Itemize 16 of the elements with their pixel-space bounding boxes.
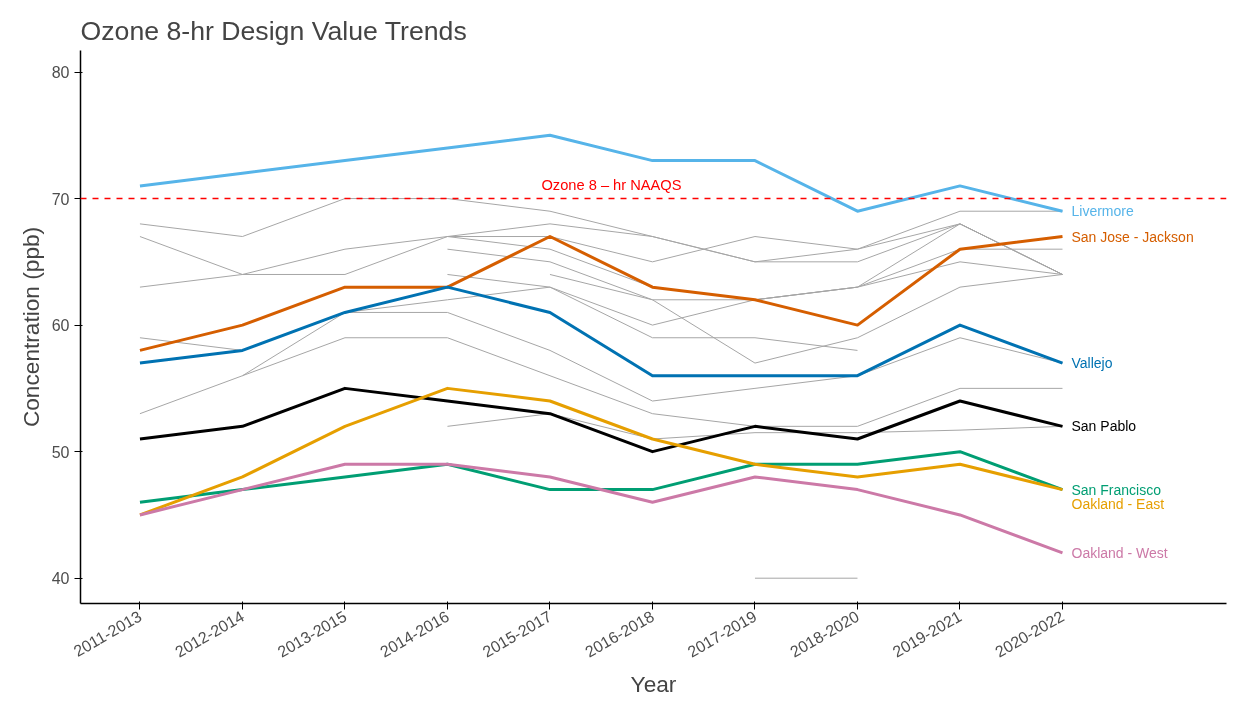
series-label: Livermore (1071, 203, 1134, 220)
series-label: San Francisco (1071, 481, 1162, 498)
y-tick-label: 70 (51, 190, 70, 208)
y-tick-label: 40 (51, 570, 70, 588)
series-label: Vallejo (1071, 355, 1113, 372)
series-label: Oakland - East (1071, 495, 1165, 512)
y-tick-label: 50 (51, 443, 70, 461)
series-label: San Jose - Jackson (1071, 228, 1194, 245)
x-axis-title: Year (630, 671, 677, 698)
y-tick-label: 60 (51, 317, 70, 335)
series-label: San Pablo (1071, 418, 1137, 435)
y-tick-label: 80 (51, 64, 70, 82)
series-label: Oakland - West (1071, 544, 1168, 561)
chart-title: Ozone 8-hr Design Value Trends (80, 15, 467, 46)
y-axis-title: Concentration (ppb) (17, 226, 44, 428)
ref-line-label: Ozone 8 – hr NAAQS (541, 176, 682, 193)
